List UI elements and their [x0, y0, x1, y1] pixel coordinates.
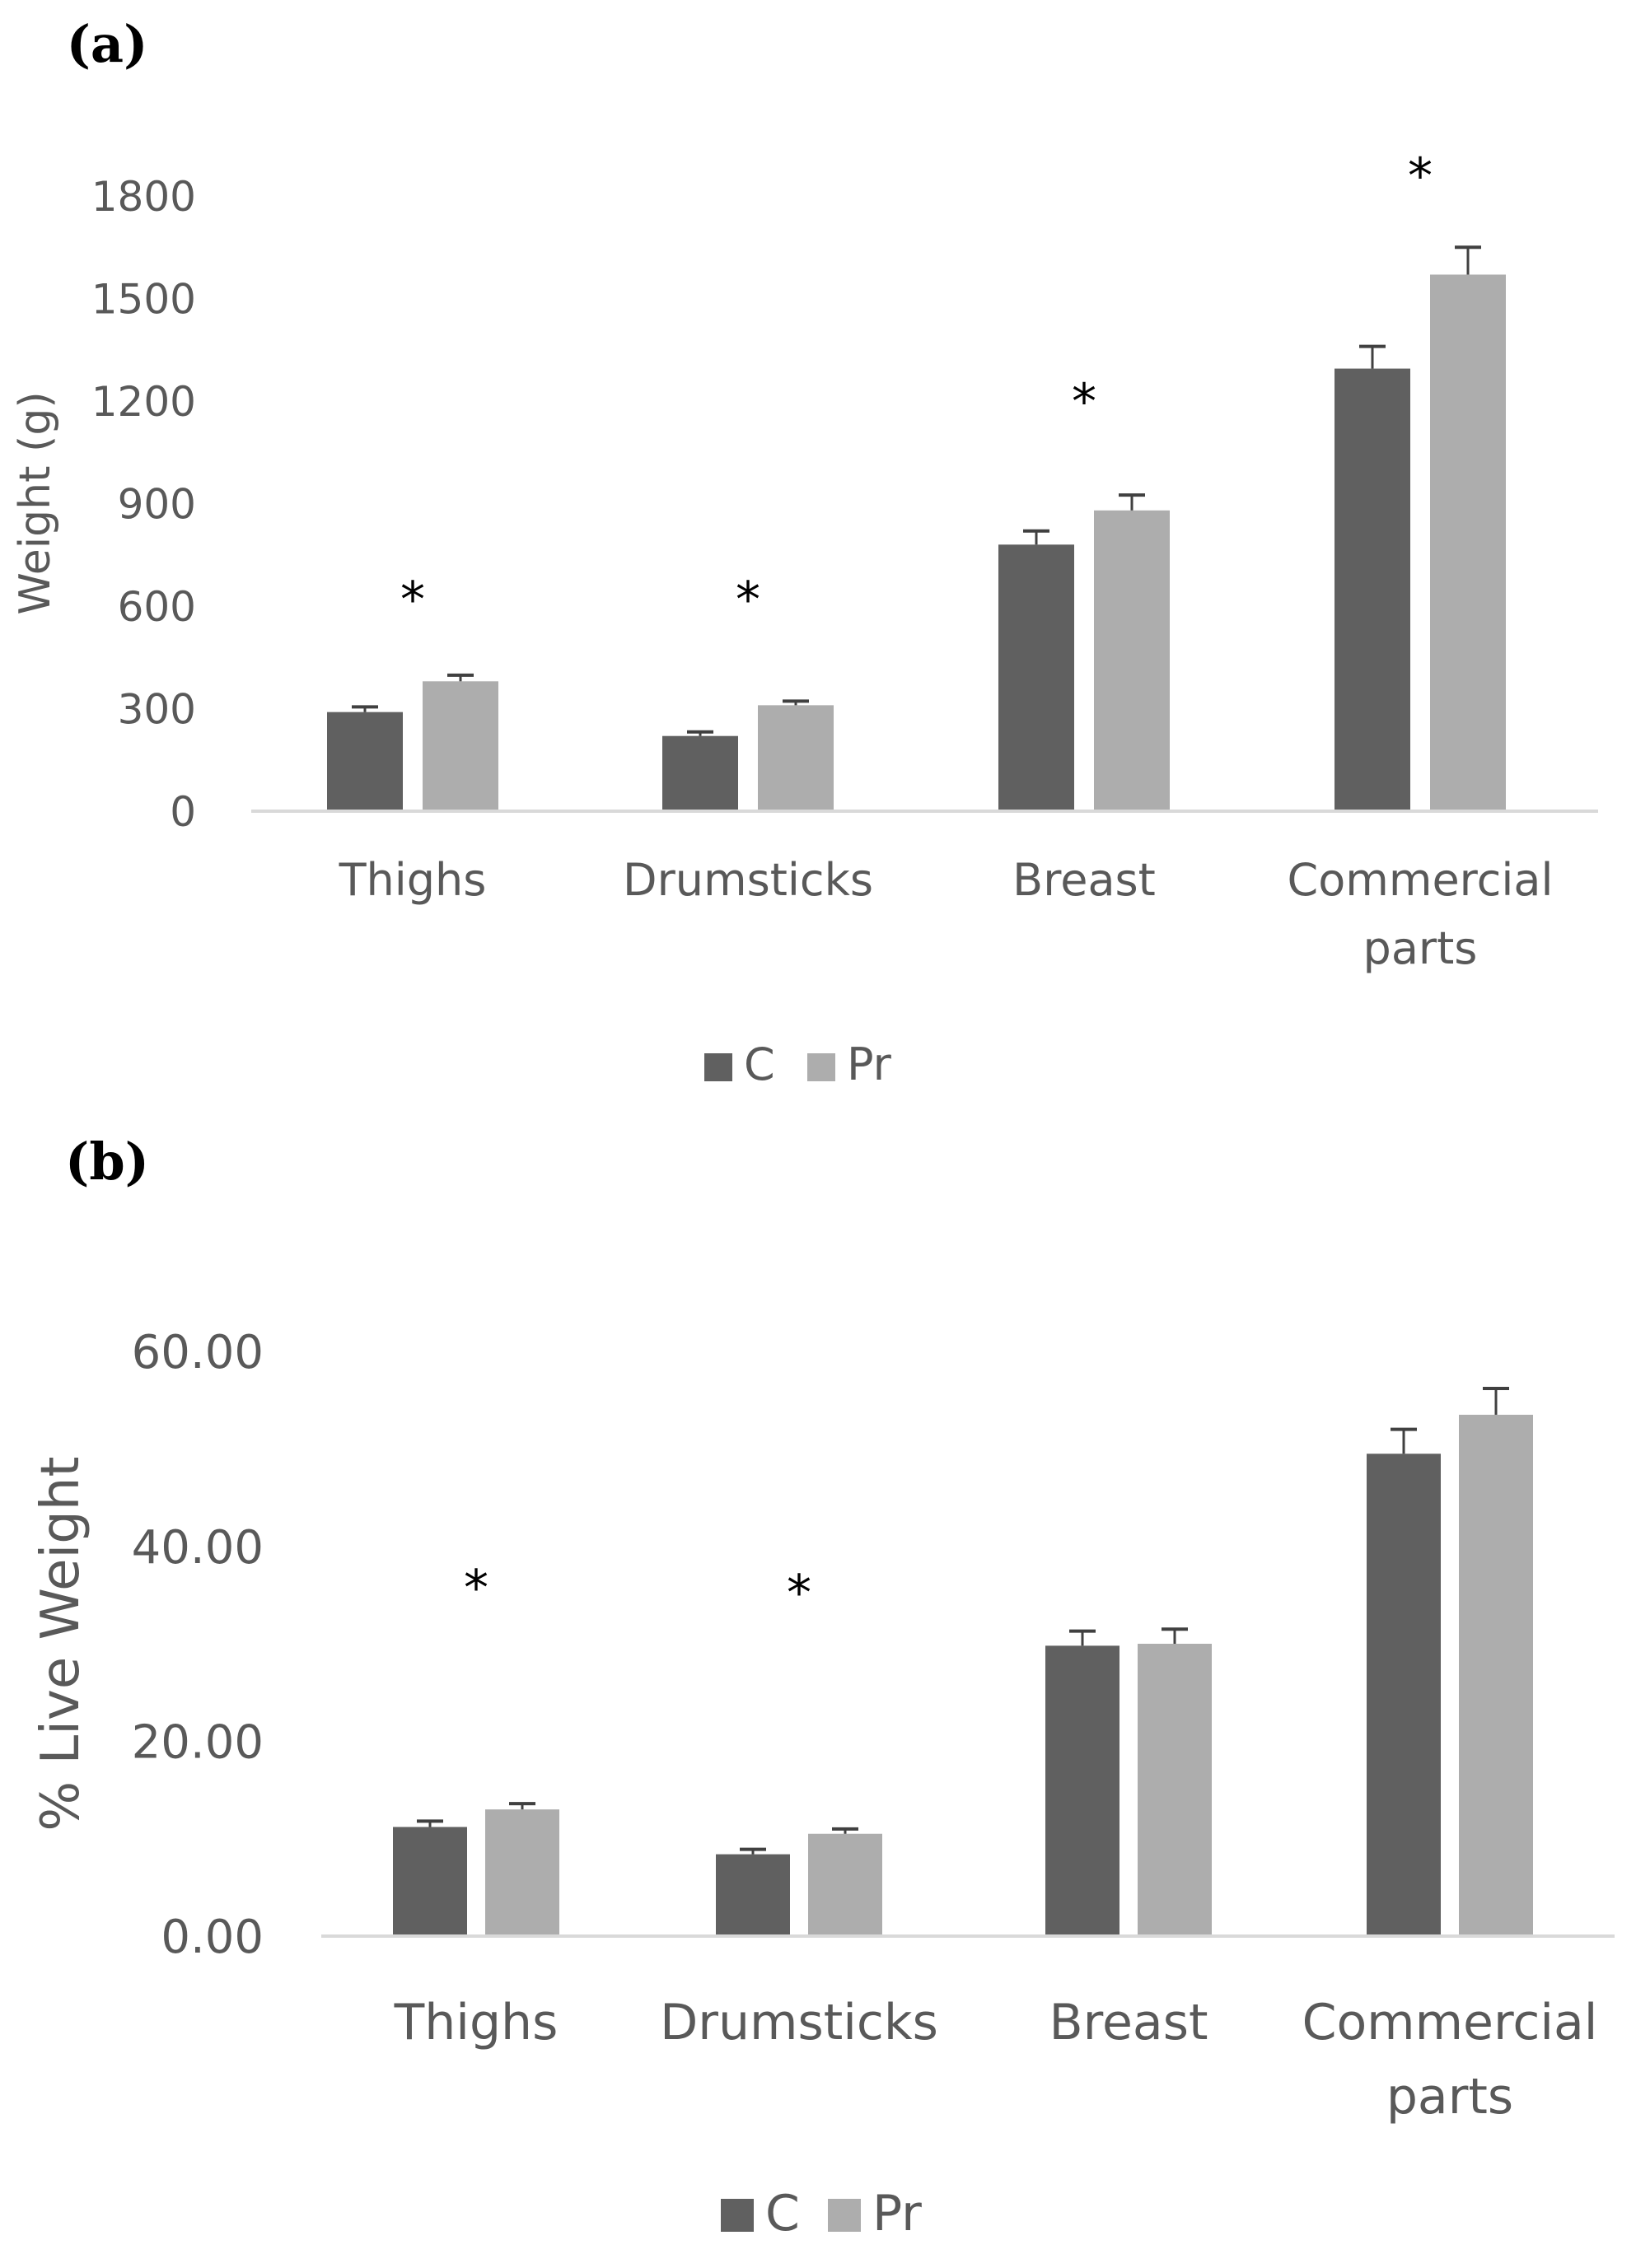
- bar-c: [1367, 1454, 1441, 1936]
- bar-pr: [758, 705, 834, 811]
- x-category-label: Drumsticks: [660, 1994, 938, 2051]
- error-bar: [1483, 1386, 1509, 1415]
- y-tick-label: 60.00: [132, 1326, 264, 1379]
- error-bar: [1119, 493, 1145, 511]
- bar-c: [1045, 1645, 1119, 1936]
- legend-swatch-c: [704, 1053, 732, 1081]
- y-tick-label: 20.00: [132, 1715, 264, 1769]
- x-category-label: Drumsticks: [623, 854, 873, 906]
- bar-c: [393, 1827, 467, 1936]
- y-tick-label: 0.00: [161, 1911, 264, 1964]
- error-bar: [1162, 1627, 1188, 1644]
- significance-marker: *: [464, 1560, 488, 1617]
- bar-pr: [485, 1809, 559, 1936]
- bar-c: [662, 735, 738, 811]
- y-tick-label: 1500: [91, 276, 196, 324]
- chart-panel-a: (a) Weight (g) 0 300 600 900 1200 1500 1800 * * * * T…: [11, 14, 1598, 1090]
- y-tick-label: 1200: [91, 378, 196, 426]
- x-category-label: Breast: [1012, 854, 1156, 906]
- y-tick-label: 40.00: [132, 1521, 264, 1575]
- error-bar: [447, 673, 474, 682]
- x-category-label: parts: [1363, 922, 1478, 974]
- significance-marker: *: [1072, 373, 1096, 431]
- legend-label-c: C: [765, 2185, 800, 2242]
- legend: C Pr: [704, 1038, 892, 1090]
- error-bar: [687, 730, 713, 736]
- chart-panel-b: (b) % Live Weight 0.00 20.00 40.00 60.00 * * Thi…: [30, 1132, 1615, 2242]
- error-bar: [352, 705, 378, 712]
- x-category-label: parts: [1386, 2068, 1513, 2126]
- legend-swatch-pr: [828, 2199, 861, 2232]
- bar-pr: [1138, 1644, 1212, 1936]
- y-tick-label: 300: [118, 686, 196, 734]
- bar-pr: [1430, 274, 1506, 811]
- error-bar: [1069, 1629, 1096, 1646]
- legend-swatch-pr: [807, 1053, 835, 1081]
- bar-c: [716, 1854, 790, 1936]
- significance-marker: *: [787, 1565, 811, 1622]
- error-bar: [1391, 1427, 1417, 1454]
- significance-marker: *: [400, 571, 425, 628]
- error-bar: [1455, 245, 1481, 275]
- bar-pr: [1094, 510, 1170, 811]
- error-bar: [1359, 344, 1386, 369]
- error-bar: [1023, 529, 1049, 545]
- significance-marker: *: [1408, 147, 1433, 205]
- error-bar: [509, 1802, 535, 1810]
- bar-pr: [1459, 1414, 1533, 1936]
- y-tick-label: 1800: [91, 173, 196, 221]
- bar-c: [998, 544, 1074, 811]
- legend: C Pr: [721, 2185, 922, 2242]
- y-axis-title: % Live Weight: [30, 1456, 91, 1831]
- bar-c: [327, 712, 403, 811]
- error-bar: [832, 1827, 858, 1834]
- y-tick-label: 0: [170, 788, 196, 836]
- x-category-label: Thighs: [394, 1994, 559, 2051]
- bar-pr: [808, 1833, 882, 1936]
- x-category-label: Commercial: [1302, 1994, 1598, 2051]
- error-bar: [783, 699, 809, 706]
- legend-label-pr: Pr: [847, 1038, 892, 1090]
- x-category-label: Commercial: [1288, 854, 1554, 906]
- legend-swatch-c: [721, 2199, 754, 2232]
- panel-label: (a): [67, 14, 148, 74]
- x-category-label: Thighs: [339, 854, 487, 906]
- significance-marker: *: [736, 571, 760, 628]
- error-bar: [740, 1847, 766, 1855]
- bar-pr: [423, 681, 498, 811]
- bar-c: [1335, 368, 1410, 811]
- legend-label-pr: Pr: [872, 2185, 922, 2242]
- legend-label-c: C: [744, 1038, 775, 1090]
- y-axis-title: Weight (g): [11, 391, 60, 614]
- panel-label: (b): [65, 1132, 149, 1192]
- x-category-label: Breast: [1049, 1994, 1208, 2051]
- error-bar: [417, 1819, 443, 1827]
- y-tick-label: 600: [118, 583, 196, 631]
- y-tick-label: 900: [118, 481, 196, 529]
